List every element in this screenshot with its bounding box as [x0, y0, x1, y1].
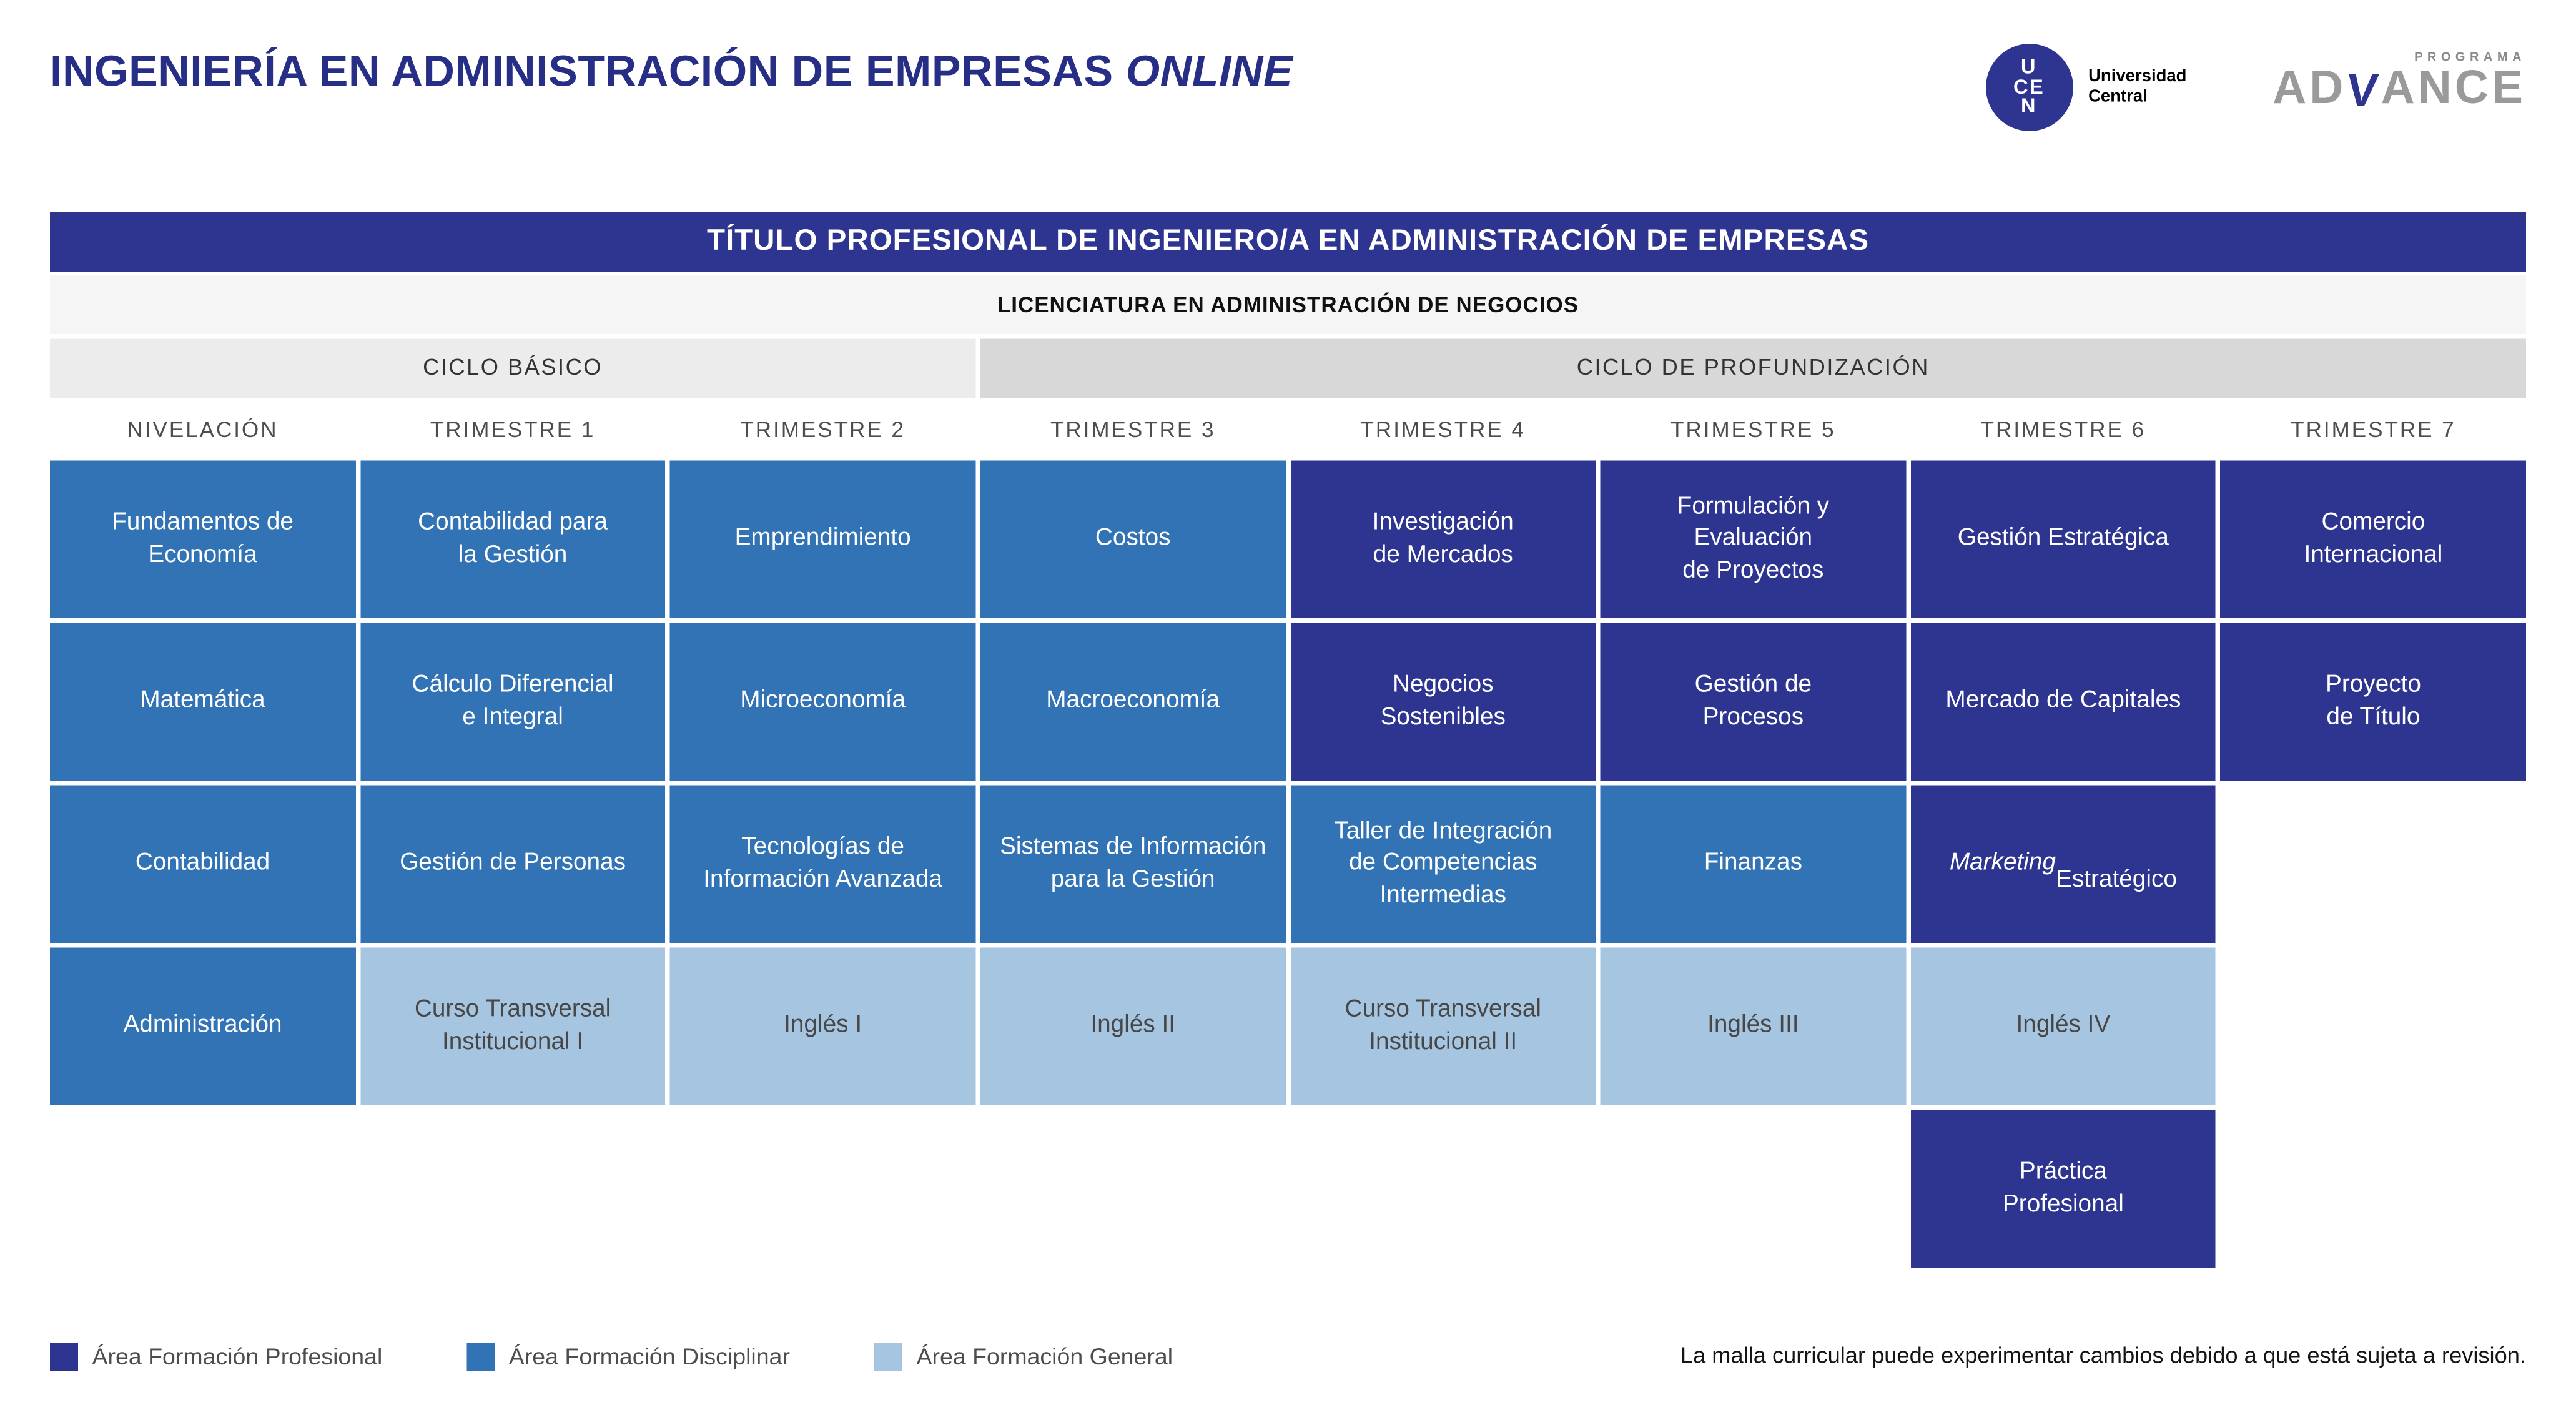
course-cell: Práctica Profesional: [1910, 1110, 2216, 1268]
course-cell: Gestión de Personas: [360, 785, 666, 943]
empty-cell: [1601, 1110, 1906, 1268]
advance-v-icon: V: [2344, 66, 2384, 117]
ucen-letter: U: [2021, 55, 2038, 79]
ucen-letter: CE: [2013, 74, 2045, 99]
empty-cell: [2221, 786, 2526, 944]
curriculum-table: TÍTULO PROFESIONAL DE INGENIERO/A EN ADM…: [50, 212, 2526, 1268]
course-cell: Emprendimiento: [670, 460, 976, 618]
legend-swatch-general: [874, 1343, 902, 1371]
course-cell: Gestión Estratégica: [1910, 460, 2216, 618]
degree-banner: TÍTULO PROFESIONAL DE INGENIERO/A EN ADM…: [50, 212, 2526, 272]
legend-item-disciplinar: Área Formación Disciplinar: [466, 1343, 790, 1371]
advance-wordmark: ADVANCE: [2273, 65, 2526, 117]
advance-right: ANCE: [2381, 62, 2526, 114]
legend-swatch-disciplinar: [466, 1343, 495, 1371]
course-cell: Negocios Sostenibles: [1290, 623, 1596, 781]
legend-swatch-profesional: [50, 1343, 78, 1371]
column-header: TRIMESTRE 1: [430, 417, 596, 442]
advance-left: AD: [2273, 62, 2347, 114]
empty-cell: [980, 1110, 1286, 1268]
legend-item-profesional: Área Formación Profesional: [50, 1343, 382, 1371]
column-header: TRIMESTRE 7: [2291, 417, 2456, 442]
legend-label-general: Área Formación General: [916, 1343, 1173, 1370]
page-title-online: ONLINE: [1125, 47, 1293, 96]
course-cell: Administración: [50, 947, 356, 1105]
course-cell: Formulación y Evaluación de Proyectos: [1600, 460, 1906, 618]
empty-cell: [2221, 948, 2526, 1106]
course-cell: Fundamentos de Economía: [50, 460, 356, 618]
topbar: INGENIERÍA EN ADMINISTRACIÓN DE EMPRESAS…: [50, 41, 2526, 190]
ucen-logo: U CE N Universidad Central: [1985, 44, 2201, 131]
course-cell: Proyecto de Título: [2220, 623, 2526, 781]
course-cell: Finanzas: [1600, 785, 1906, 943]
course-cell: Matemática: [50, 623, 356, 781]
ucen-logo-label: Universidad Central: [2088, 67, 2187, 106]
course-cell: Investigación de Mercados: [1290, 460, 1596, 618]
column-header: TRIMESTRE 4: [1360, 417, 1526, 442]
revision-note: La malla curricular puede experimentar c…: [1680, 1344, 2526, 1369]
empty-cell: [1290, 1110, 1596, 1268]
empty-cell: [50, 1110, 355, 1268]
column-header: TRIMESTRE 3: [1050, 417, 1216, 442]
course-cell: Inglés IV: [1910, 947, 2216, 1105]
course-cell: Taller de Integración de Competencias In…: [1290, 785, 1596, 943]
course-cell: Curso Transversal Institucional I: [360, 947, 666, 1105]
course-cell: Inglés III: [1600, 947, 1906, 1105]
course-cell: Cálculo Diferencial e Integral: [360, 623, 666, 781]
advance-logo: PROGRAMA ADVANCE: [2273, 44, 2526, 117]
column-header: NIVELACIÓN: [127, 417, 279, 442]
legend: Área Formación Profesional Área Formación…: [50, 1343, 1173, 1371]
empty-cell: [2221, 1110, 2526, 1268]
course-cell: Curso Transversal Institucional II: [1290, 947, 1596, 1105]
logos: U CE N Universidad Central PROGRAMA ADVANC…: [1985, 41, 2526, 131]
course-grid: Fundamentos de Economía Contabilidad para…: [50, 460, 2526, 1268]
empty-cell: [670, 1110, 975, 1268]
column-header: TRIMESTRE 6: [1980, 417, 2146, 442]
footer: Área Formación Profesional Área Formación…: [50, 1343, 2526, 1371]
ucen-letter: N: [2021, 94, 2038, 117]
empty-cell: [360, 1110, 666, 1268]
course-cell: Inglés I: [670, 947, 976, 1105]
course-cell: Mercado de Capitales: [1910, 623, 2216, 781]
course-cell: Macroeconomía: [980, 623, 1286, 781]
legend-label-profesional: Área Formación Profesional: [92, 1343, 383, 1370]
ucen-logo-icon: U CE N: [1985, 44, 2073, 131]
cycles-row: CICLO BÁSICO CICLO DE PROFUNDIZACIÓN: [50, 338, 2526, 398]
cycle-profundizacion: CICLO DE PROFUNDIZACIÓN: [980, 338, 2526, 398]
page-title: INGENIERÍA EN ADMINISTRACIÓN DE EMPRESAS…: [50, 47, 1293, 97]
course-cell: Gestión de Procesos: [1600, 623, 1906, 781]
course-cell: Tecnologías de Información Avanzada: [670, 785, 976, 943]
advance-programa-label: PROGRAMA: [2414, 50, 2526, 64]
course-cell: Contabilidad: [50, 785, 356, 943]
column-headers: NIVELACIÓN TRIMESTRE 1 TRIMESTRE 2 TRIMESTR…: [50, 398, 2526, 461]
course-cell: Contabilidad para la Gestión: [360, 460, 666, 618]
licentiate-banner: LICENCIATURA EN ADMINISTRACIÓN DE NEGOCI…: [50, 275, 2526, 334]
column-header: TRIMESTRE 5: [1670, 417, 1836, 442]
course-cell: Marketing Estratégico: [1910, 785, 2216, 943]
legend-item-general: Área Formación General: [874, 1343, 1173, 1371]
course-cell: Inglés II: [980, 947, 1286, 1105]
column-header: TRIMESTRE 2: [740, 417, 906, 442]
page-title-main: INGENIERÍA EN ADMINISTRACIÓN DE EMPRESAS: [50, 47, 1113, 96]
course-cell: Costos: [980, 460, 1286, 618]
course-cell: Microeconomía: [670, 623, 976, 781]
course-cell: Sistemas de Información para la Gestión: [980, 785, 1286, 943]
legend-label-disciplinar: Área Formación Disciplinar: [508, 1343, 790, 1370]
course-cell: Comercio Internacional: [2220, 460, 2526, 618]
cycle-basico: CICLO BÁSICO: [50, 338, 976, 398]
